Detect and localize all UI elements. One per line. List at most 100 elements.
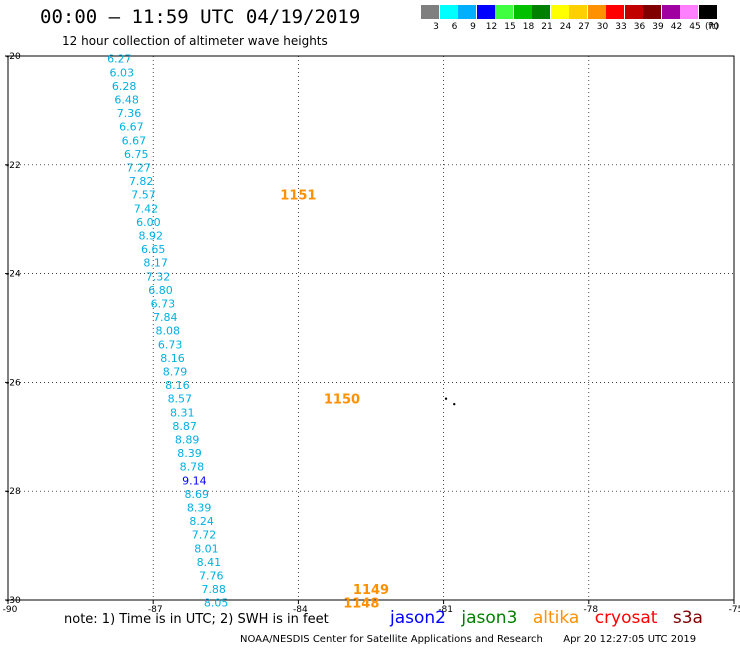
y-tick-label: -30 (6, 596, 21, 606)
satellite-jason3: jason3 (461, 608, 518, 628)
legend-swatch (587, 5, 606, 19)
legend-label: 70 (707, 22, 720, 32)
swh-point: 8.08 (155, 325, 180, 338)
time-label: 1148 (343, 597, 379, 612)
swh-point: 8.92 (139, 230, 164, 243)
swh-point: 6.03 (109, 66, 134, 79)
legend-label: 3 (433, 22, 439, 32)
swh-point: 8.24 (189, 515, 214, 528)
legend-swatch (513, 5, 532, 19)
satellite-s3a: s3a (672, 608, 703, 628)
swh-point: 6.73 (151, 298, 176, 311)
legend-label: 33 (615, 22, 627, 32)
legend-swatch (495, 5, 513, 19)
swh-point: 7.36 (117, 107, 142, 120)
satellite-cryosat: cryosat (594, 608, 658, 628)
y-tick-label: -20 (6, 52, 21, 62)
swh-point: 7.27 (126, 162, 151, 175)
swh-point: 8.57 (168, 393, 193, 406)
satellite-jason2: jason2 (390, 608, 446, 628)
legend-label: 45 (689, 22, 701, 32)
swh-point: 6.75 (124, 148, 149, 161)
legend-label: 42 (670, 22, 683, 32)
legend-label: 24 (559, 22, 572, 32)
x-tick-label: -81 (438, 605, 453, 615)
x-tick-label: -87 (148, 605, 163, 615)
plot-frame (7, 55, 735, 601)
swh-point: 7.82 (129, 175, 154, 188)
swh-point: 6.28 (112, 80, 137, 93)
time-label: 1151 (280, 189, 316, 204)
legend-label: 6 (451, 22, 458, 32)
swh-point: 8.78 (180, 461, 205, 474)
swh-point: 6.00 (136, 216, 161, 229)
time-label: 1149 (353, 583, 389, 598)
legend-swatch (606, 5, 624, 19)
legend-label: 27 (578, 22, 590, 32)
swh-point: 8.87 (172, 420, 197, 433)
legend-swatch (421, 5, 439, 19)
swh-point: 6.27 (107, 53, 132, 66)
time-label: 1150 (324, 393, 360, 408)
swh-point: 8.16 (165, 379, 190, 392)
swh-point: 7.88 (201, 583, 226, 596)
legend-swatch (550, 5, 569, 19)
footer-credit: NOAA/NESDIS Center for Satellite Applica… (240, 634, 696, 645)
swh-point: 8.31 (170, 406, 195, 419)
chart-subtitle: 12 hour collection of altimeter wave hei… (62, 34, 328, 48)
chart-title: 00:00 – 11:59 UTC 04/19/2019 (40, 6, 361, 28)
swh-point: 7.32 (146, 270, 171, 283)
legend-label: 39 (652, 22, 664, 32)
legend-label: 12 (485, 22, 498, 32)
swh-point: 8.79 (163, 366, 188, 379)
swh-point: 8.17 (143, 257, 168, 270)
swh-point: 7.57 (131, 189, 156, 202)
legend-label: 15 (504, 22, 516, 32)
credit-text: NOAA/NESDIS Center for Satellite Applica… (240, 634, 543, 645)
swh-point: 8.69 (185, 488, 210, 501)
legend-label: 9 (470, 22, 476, 32)
legend-swatch (698, 5, 717, 19)
legend-swatch (532, 5, 550, 19)
swh-point: 8.39 (177, 447, 202, 460)
data-dot (453, 402, 456, 406)
legend-swatch (458, 5, 476, 19)
units-note: note: 1) Time is in UTC; 2) SWH is in fe… (64, 612, 329, 627)
x-tick-label: -78 (583, 605, 598, 615)
legend-swatch (680, 5, 698, 19)
swh-point: 8.89 (175, 434, 200, 447)
swh-point: 8.01 (194, 542, 219, 555)
swh-point: 6.73 (158, 338, 183, 351)
legend-swatch (624, 5, 643, 19)
swh-point: 6.48 (114, 94, 139, 107)
swh-point: 8.41 (197, 556, 222, 569)
legend-swatch (439, 5, 458, 19)
legend-swatch (661, 5, 680, 19)
y-tick-label: -26 (6, 378, 21, 388)
x-tick-label: -84 (293, 605, 308, 615)
swh-point: 6.67 (119, 121, 144, 134)
swh-point: 6.65 (141, 243, 166, 256)
swh-point: 9.14 (182, 474, 207, 487)
legend-label: 21 (541, 22, 553, 32)
legend-swatch (643, 5, 661, 19)
satellite-legend: jason2 jason3 altika cryosat s3a (390, 608, 713, 628)
y-tick-label: -28 (6, 487, 21, 497)
swh-point: 7.42 (134, 202, 159, 215)
swh-point: 7.76 (199, 570, 224, 583)
satellite-altika: altika (532, 608, 580, 628)
generated-timestamp: Apr 20 12:27:05 UTC 2019 (563, 634, 697, 645)
swh-point: 7.84 (153, 311, 178, 324)
swh-point: 8.16 (160, 352, 185, 365)
swh-point: 7.72 (192, 529, 217, 542)
x-tick-label: -90 (3, 605, 18, 615)
legend-swatch (476, 5, 495, 19)
y-tick-label: -22 (6, 161, 21, 171)
legend-unit: (ft) (705, 22, 719, 32)
swh-point: 8.05 (204, 597, 229, 610)
swh-point: 6.80 (148, 284, 173, 297)
swh-point: 8.39 (187, 502, 212, 515)
legend-label: 30 (596, 22, 609, 32)
y-tick-label: -24 (6, 270, 21, 280)
